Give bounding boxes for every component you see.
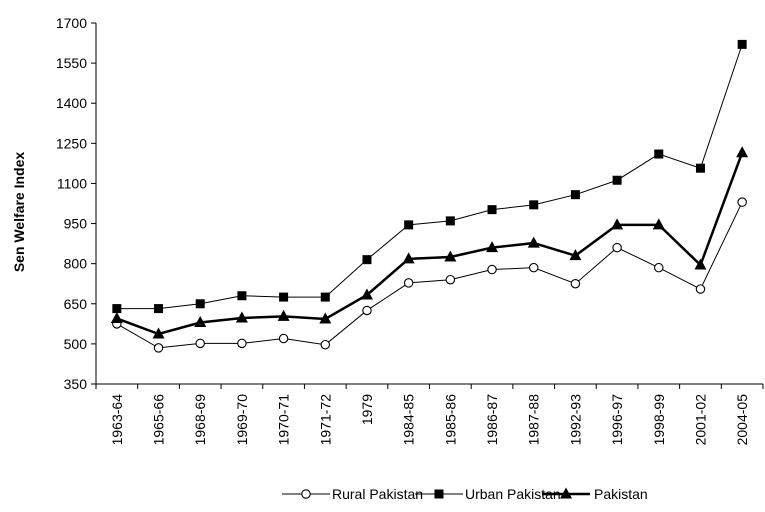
x-tick-label: 1986-87 — [484, 394, 500, 446]
data-point — [110, 311, 123, 323]
data-point — [362, 255, 372, 265]
y-tick-label: 350 — [64, 376, 88, 392]
x-tick-label: 1996-97 — [609, 394, 625, 446]
data-point — [362, 305, 372, 316]
x-tick-label: 1987-88 — [526, 394, 542, 446]
data-point — [654, 149, 664, 159]
legend-marker — [434, 489, 444, 499]
data-point — [737, 39, 747, 49]
x-tick-label: 1969-70 — [234, 394, 250, 446]
data-point — [404, 220, 414, 230]
data-point — [237, 291, 247, 301]
y-tick-label: 500 — [64, 336, 88, 352]
y-tick-label: 1550 — [56, 55, 87, 71]
data-point — [695, 163, 705, 173]
legend-label: Pakistan — [594, 486, 648, 502]
data-point — [444, 250, 457, 262]
data-point — [153, 343, 164, 353]
data-point — [277, 309, 290, 321]
legend-label: Urban Pakistan — [465, 486, 561, 502]
data-point — [320, 339, 331, 350]
x-tick-label: 1963-64 — [109, 394, 125, 446]
series-line — [116, 44, 743, 310]
data-point — [570, 190, 580, 200]
y-tick-label: 650 — [64, 296, 88, 312]
x-tick-label: 2004-05 — [734, 394, 750, 446]
series-pakistan — [110, 146, 749, 339]
legend-item: Rural Pakistan — [282, 486, 423, 502]
data-point — [402, 252, 415, 264]
series-line — [116, 201, 743, 349]
x-tick-label: 1979 — [359, 394, 375, 425]
legend-item: Pakistan — [542, 486, 648, 502]
data-point — [195, 338, 205, 349]
data-point — [445, 216, 455, 226]
x-tick-label: 1965-66 — [151, 394, 167, 446]
data-point — [319, 312, 332, 324]
data-point — [403, 278, 414, 288]
legend-item: Urban Pakistan — [415, 486, 561, 502]
data-point — [154, 304, 164, 314]
x-tick-label: 1970-71 — [276, 394, 292, 446]
x-tick-label: 1998-99 — [651, 394, 667, 446]
data-point — [612, 175, 622, 185]
data-point — [360, 288, 373, 300]
series-rural-pakistan — [112, 197, 747, 353]
x-tick-label: 1984-85 — [401, 394, 417, 446]
data-point — [654, 262, 664, 273]
data-point — [152, 327, 165, 339]
series-urban-pakistan — [112, 39, 747, 314]
data-point — [529, 200, 539, 210]
x-tick-label: 1992-93 — [567, 394, 583, 446]
data-point — [445, 274, 456, 285]
data-point — [279, 292, 289, 302]
data-point — [569, 249, 582, 261]
y-tick-label: 800 — [64, 256, 88, 272]
y-axis-title: Sen Welfare Index — [11, 152, 27, 273]
data-point — [320, 292, 330, 302]
data-point — [611, 218, 624, 230]
data-point — [237, 338, 247, 349]
data-point — [694, 258, 707, 270]
data-point — [487, 205, 497, 215]
legend-marker — [301, 489, 311, 499]
data-point — [194, 315, 207, 327]
data-point — [278, 333, 289, 344]
y-tick-label: 950 — [64, 216, 88, 232]
y-tick-label: 1400 — [56, 95, 87, 111]
data-point — [612, 242, 622, 253]
data-point — [737, 197, 747, 207]
data-point — [736, 146, 749, 158]
data-point — [112, 304, 122, 314]
x-tick-label: 1985-86 — [442, 394, 458, 446]
legend-label: Rural Pakistan — [332, 486, 423, 502]
data-point — [235, 311, 248, 323]
y-tick-label: 1700 — [56, 15, 87, 31]
x-tick-label: 1968-69 — [192, 394, 208, 446]
series-layer — [110, 39, 749, 353]
y-tick-label: 1250 — [56, 135, 87, 151]
data-point — [195, 299, 205, 309]
legend-marker — [560, 487, 572, 499]
data-point — [652, 218, 665, 230]
x-tick-label: 2001-02 — [692, 394, 708, 446]
data-point — [487, 264, 497, 275]
data-point — [527, 236, 540, 248]
data-point — [486, 241, 499, 253]
data-point — [528, 262, 539, 273]
data-point — [695, 284, 706, 294]
x-tick-label: 1971-72 — [317, 394, 333, 446]
axes: 350 500 650 800 950 1100 1250 1400 1550 1700 1963-… — [56, 15, 764, 446]
series-line — [116, 152, 744, 336]
data-point — [570, 278, 581, 289]
legend: Rural Pakistan Urban Pakistan Pakistan — [282, 486, 648, 502]
y-tick-label: 1100 — [57, 175, 87, 191]
